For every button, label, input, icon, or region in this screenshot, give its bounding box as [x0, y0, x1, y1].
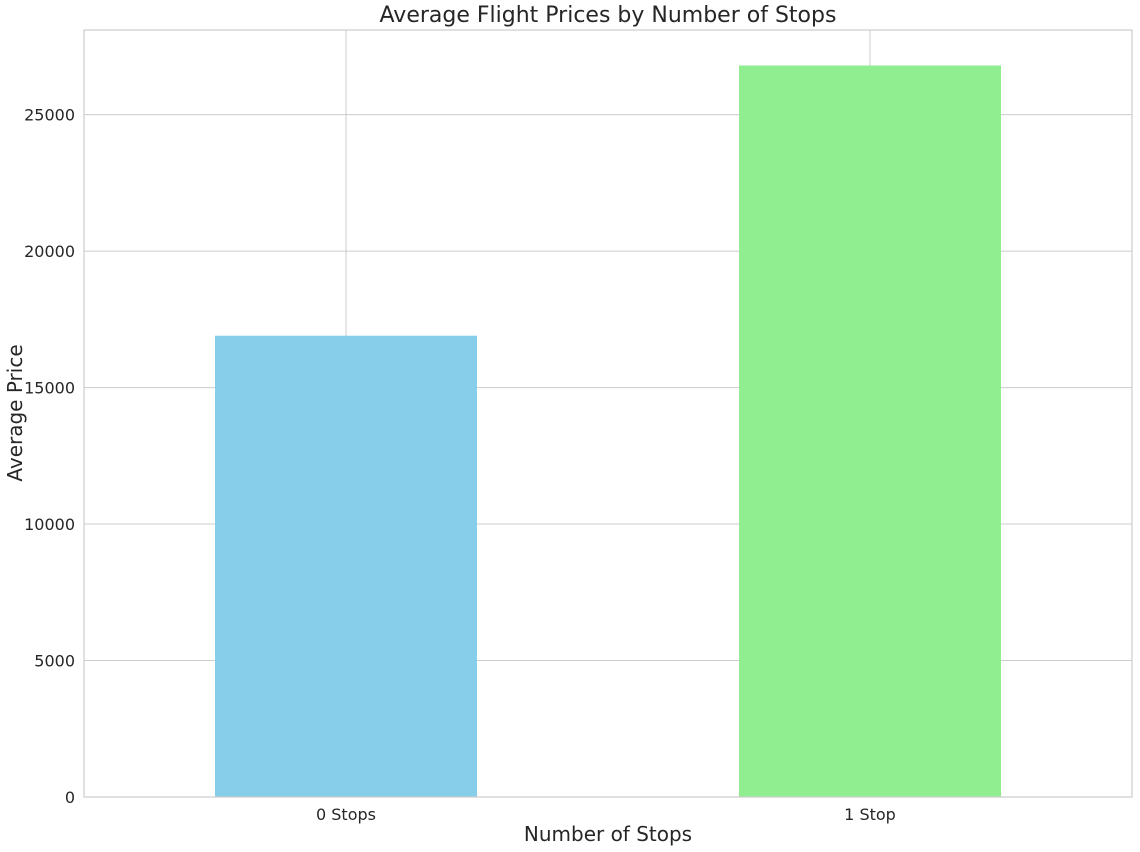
- x-tick-labels: 0 Stops 1 Stop: [316, 805, 896, 824]
- x-tick-label: 0 Stops: [316, 805, 376, 824]
- y-tick-label: 5000: [34, 652, 75, 671]
- bar-1-stop: [739, 65, 1001, 797]
- y-tick-label: 20000: [24, 242, 75, 261]
- y-tick-labels: 0 5000 10000 15000 20000 25000: [24, 106, 75, 807]
- chart-title: Average Flight Prices by Number of Stops: [380, 3, 837, 28]
- x-tick-label: 1 Stop: [844, 805, 896, 824]
- bar-0-stops: [215, 335, 477, 797]
- bars: [215, 65, 1001, 797]
- y-tick-label: 0: [65, 788, 75, 807]
- plot-frame: [83, 29, 1133, 798]
- y-tick-label: 15000: [24, 379, 75, 398]
- y-axis-label: Average Price: [3, 344, 27, 481]
- y-tick-label: 10000: [24, 515, 75, 534]
- x-axis-label: Number of Stops: [524, 822, 692, 846]
- y-tick-label: 25000: [24, 106, 75, 125]
